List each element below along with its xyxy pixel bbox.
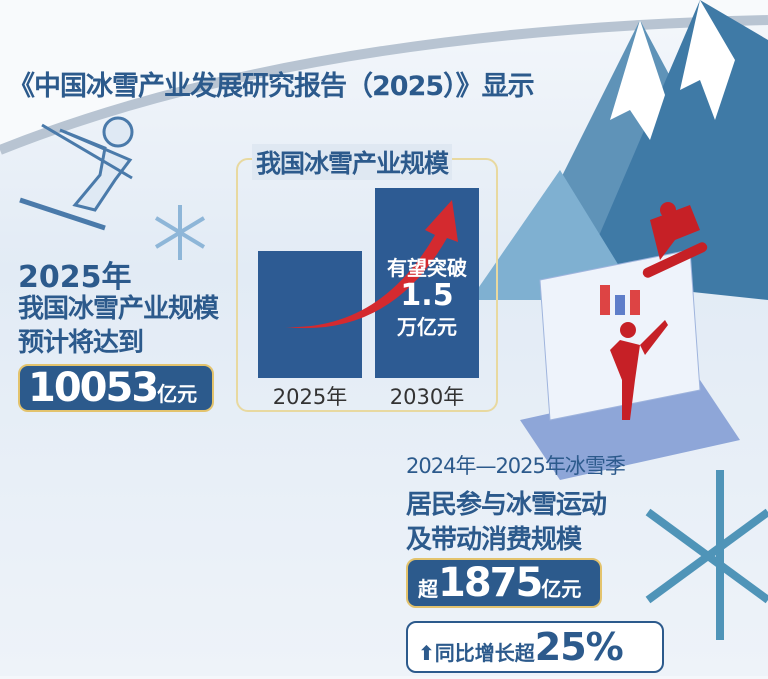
bar-annotation: 有望突破 1.5 万亿元 — [375, 252, 479, 340]
bar-2030 — [375, 188, 479, 378]
arc-decoration — [0, 15, 768, 155]
bar-2025 — [258, 250, 362, 378]
report-title: 《中国冰雪产业发展研究报告（2025）》显示 — [8, 71, 535, 102]
chart-title: 我国冰雪产业规模 — [252, 144, 453, 180]
consumption-unit: 亿元 — [541, 577, 582, 601]
snowboarder-icon — [642, 202, 708, 278]
large-snowflake-icon — [645, 470, 768, 640]
consumption-value: 1875 — [438, 560, 543, 606]
industry-scale-badge: 10053亿元 — [18, 364, 214, 412]
right-line1: 居民参与冰雪运动 — [406, 490, 607, 520]
consumption-badge: 超1875亿元 — [406, 558, 602, 608]
consumption-prefix: 超 — [418, 577, 438, 601]
up-arrow-icon: ⬆ — [418, 641, 435, 665]
laptop-illustration — [520, 249, 740, 480]
x-label-2030: 2030年 — [389, 385, 465, 409]
right-line2: 及带动消费规模 — [406, 525, 582, 555]
skier-icon — [19, 116, 134, 231]
growth-value: 25% — [534, 625, 624, 669]
growth-arrow-icon — [285, 200, 458, 329]
snowflake-icon — [154, 205, 206, 260]
growth-box: ⬆同比增长超25% — [406, 621, 664, 673]
mountains-illustration — [470, 0, 768, 300]
growth-label: 同比增长超 — [434, 641, 535, 665]
x-label-2025: 2025年 — [272, 385, 348, 409]
annotation-unit: 万亿元 — [397, 315, 457, 339]
industry-scale-unit: 亿元 — [157, 382, 198, 406]
left-line2: 预计将达到 — [18, 328, 144, 358]
annotation-value: 1.5 — [400, 278, 454, 313]
season-label: 2024年—2025年冰雪季 — [406, 454, 626, 478]
annotation-line1: 有望突破 — [387, 256, 467, 280]
left-year: 2025年 — [18, 260, 132, 295]
figure-skater-icon — [610, 320, 668, 420]
industry-scale-value: 10053 — [28, 365, 159, 411]
left-line1: 我国冰雪产业规模 — [18, 294, 219, 324]
